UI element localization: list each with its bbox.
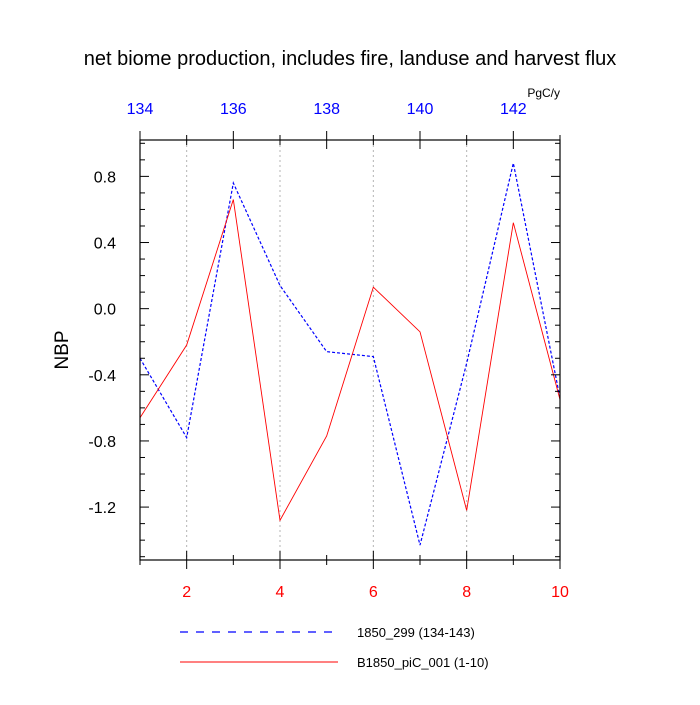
x-top-tick-label: 134 <box>127 101 154 118</box>
y-tick-label: -1.2 <box>88 500 116 517</box>
x-top-tick-label: 142 <box>500 101 527 118</box>
y-tick-label: -0.4 <box>88 368 116 385</box>
x-bottom-tick-label: 8 <box>462 584 471 601</box>
x-bottom-tick-label: 10 <box>551 584 569 601</box>
y-tick-label: 0.0 <box>94 302 116 319</box>
legend-label-1: 1850_299 (134-143) <box>357 625 475 640</box>
axes-layer: -1.2 -0.8 -0.4 0.0 0.4 0.8 2 4 6 8 10 134 136 138 140 1… <box>88 101 569 601</box>
y-tick-label: 0.8 <box>94 169 116 186</box>
series-layer <box>139 163 561 546</box>
y-axis-title: NBP <box>52 330 73 369</box>
x-top-tick-label: 136 <box>220 101 247 118</box>
y-tick-label: 0.4 <box>94 236 116 253</box>
series-line-1 <box>139 163 561 546</box>
y-tick-label: -0.8 <box>88 434 116 451</box>
x-bottom-tick-label: 4 <box>276 584 285 601</box>
units-label: PgC/y <box>527 86 560 100</box>
grid-layer <box>186 140 468 560</box>
legend: 1850_299 (134-143) B1850_piC_001 (1-10) <box>180 625 489 670</box>
plot-frame <box>139 139 561 561</box>
legend-label-2: B1850_piC_001 (1-10) <box>357 655 489 670</box>
x-bottom-tick-label: 6 <box>369 584 378 601</box>
x-top-tick-label: 140 <box>407 101 434 118</box>
chart-title: net biome production, includes fire, lan… <box>84 48 617 70</box>
x-top-tick-label: 138 <box>313 101 340 118</box>
x-bottom-tick-label: 2 <box>182 584 191 601</box>
series-line-2 <box>139 199 561 522</box>
